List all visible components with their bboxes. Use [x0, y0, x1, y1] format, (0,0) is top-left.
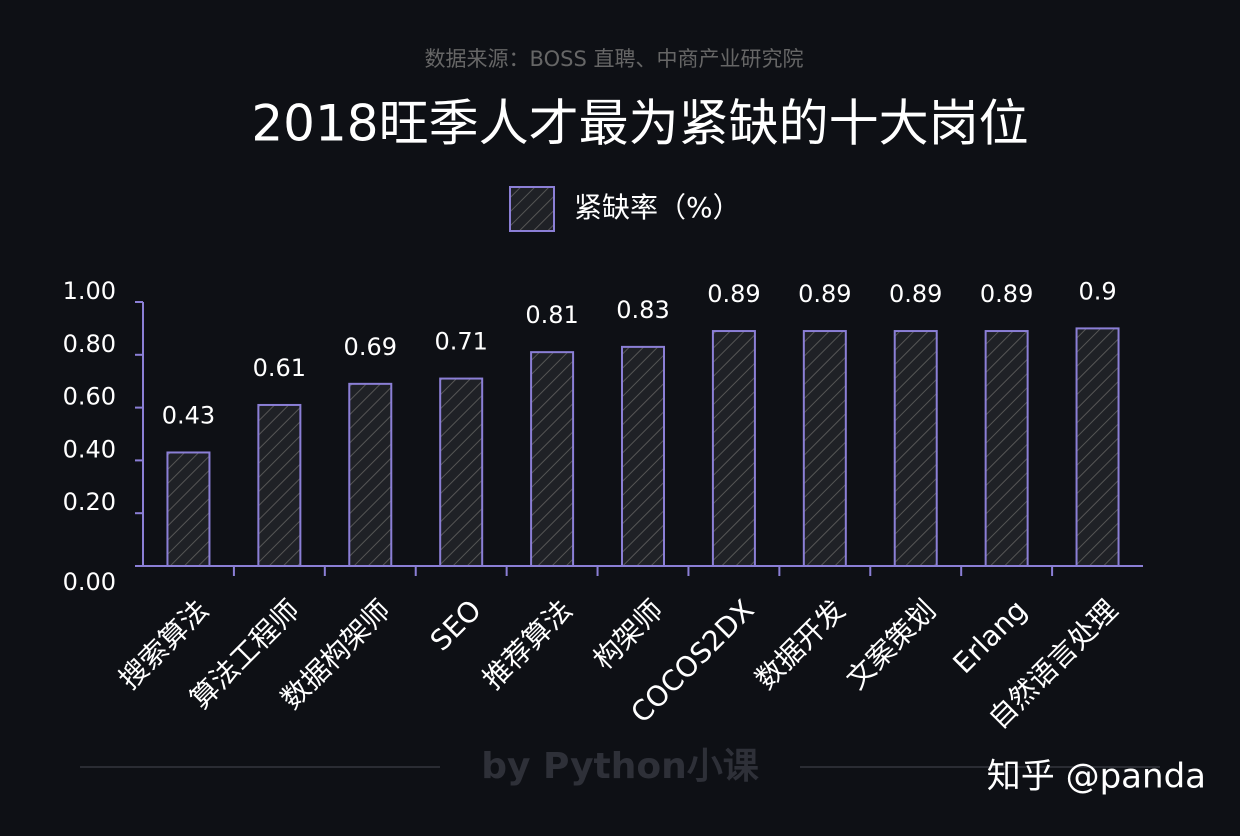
legend-swatch	[509, 186, 555, 232]
value-label: 0.83	[616, 296, 669, 324]
bar	[802, 330, 847, 568]
value-label: 0.43	[162, 401, 215, 429]
bar	[530, 351, 575, 567]
y-tick-label: 0.60	[63, 383, 116, 411]
y-tick-label: 0.40	[63, 435, 116, 463]
bar	[984, 330, 1029, 568]
y-tick-label: 0.80	[63, 330, 116, 358]
bar	[1075, 327, 1120, 567]
y-tick-label: 0.00	[63, 568, 116, 596]
bar	[893, 330, 938, 568]
chart-title: 2018旺季人才最为紧缺的十大岗位	[251, 95, 1028, 153]
watermark: 知乎 @panda	[987, 757, 1206, 797]
value-label: 0.61	[253, 354, 306, 382]
y-tick-label: 0.20	[63, 488, 116, 516]
y-tick-label: 1.00	[63, 277, 116, 305]
watermark: by Python小课	[481, 746, 759, 787]
bar	[166, 451, 211, 568]
value-label: 0.9	[1078, 277, 1116, 305]
value-label: 0.89	[707, 280, 760, 308]
value-label: 0.89	[980, 280, 1033, 308]
bar	[439, 377, 484, 567]
chart-subtitle: 数据来源：BOSS 直聘、中商产业研究院	[425, 47, 804, 71]
value-label: 0.69	[344, 333, 397, 361]
bar	[711, 330, 756, 568]
value-label: 0.89	[798, 280, 851, 308]
bar	[621, 345, 665, 567]
value-label: 0.71	[434, 328, 487, 356]
bar	[348, 382, 393, 567]
legend-label: 紧缺率（%）	[574, 191, 741, 224]
value-label: 0.89	[889, 280, 942, 308]
value-label: 0.81	[525, 301, 578, 329]
bar	[257, 403, 302, 567]
